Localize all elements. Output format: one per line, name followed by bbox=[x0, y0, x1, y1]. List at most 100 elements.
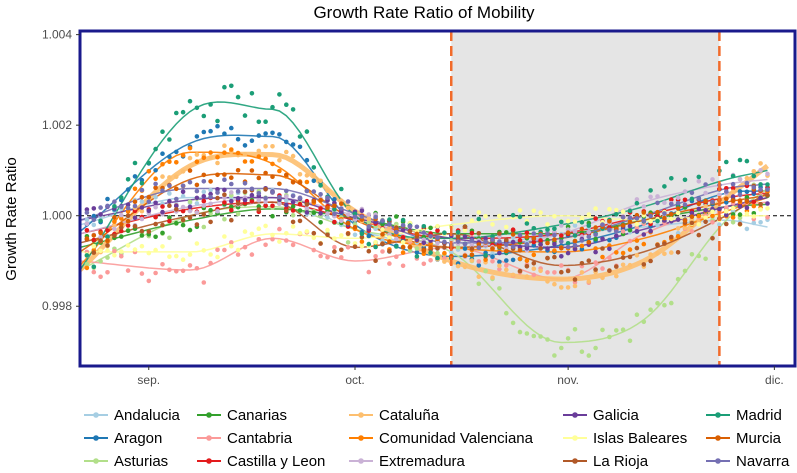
data-point-madrid bbox=[297, 134, 303, 139]
data-point-comunidad-valenciana bbox=[620, 250, 626, 256]
data-point-comunidad-valenciana bbox=[751, 203, 757, 209]
data-point-canarias bbox=[428, 225, 433, 231]
data-point-cantabria bbox=[256, 237, 262, 242]
data-point-comunidad-valenciana bbox=[675, 234, 681, 239]
x-tick-label: sep. bbox=[137, 373, 160, 387]
data-point-galicia bbox=[174, 203, 179, 209]
data-point-canarias bbox=[593, 236, 598, 242]
data-point-asturias bbox=[366, 219, 372, 225]
data-point-galicia bbox=[627, 223, 633, 229]
data-point-asturias bbox=[345, 240, 351, 245]
data-point-navarra bbox=[545, 232, 550, 237]
data-point-cataluna bbox=[180, 169, 186, 174]
data-point-islas-baleares bbox=[614, 207, 619, 213]
data-point-cantabria bbox=[607, 255, 612, 261]
data-point-extremadura bbox=[339, 218, 344, 224]
data-point-navarra bbox=[160, 188, 165, 193]
data-point-murcia bbox=[387, 239, 392, 244]
data-point-castilla-y-leon bbox=[510, 227, 516, 232]
data-point-navarra bbox=[462, 241, 468, 247]
legend-label: Aragon bbox=[114, 430, 162, 447]
data-point-navarra bbox=[572, 243, 578, 248]
data-point-murcia bbox=[352, 224, 358, 230]
legend-key-point bbox=[572, 412, 578, 418]
data-point-madrid bbox=[235, 94, 241, 100]
data-point-aragon bbox=[366, 233, 372, 239]
data-point-cantabria bbox=[180, 268, 186, 274]
legend-item-cantabria: Cantabria bbox=[197, 430, 293, 447]
data-point-cataluna bbox=[455, 263, 461, 269]
data-point-castilla-y-leon bbox=[531, 239, 537, 245]
data-point-andalucia bbox=[655, 223, 660, 228]
data-point-cantabria bbox=[504, 263, 509, 268]
data-point-islas-baleares bbox=[373, 240, 378, 245]
data-point-murcia bbox=[297, 180, 303, 185]
data-point-islas-baleares bbox=[483, 213, 488, 219]
data-point-murcia bbox=[545, 240, 550, 246]
data-point-comunidad-valenciana bbox=[125, 209, 131, 214]
data-point-andalucia bbox=[352, 232, 358, 238]
data-point-la-rioja bbox=[559, 269, 564, 275]
data-point-islas-baleares bbox=[270, 232, 275, 238]
data-point-galicia bbox=[758, 195, 763, 200]
data-point-islas-baleares bbox=[352, 241, 358, 246]
data-point-aragon bbox=[125, 187, 131, 192]
data-point-islas-baleares bbox=[531, 208, 537, 214]
data-point-cantabria bbox=[765, 215, 770, 220]
data-point-comunidad-valenciana bbox=[634, 238, 640, 243]
data-point-navarra bbox=[201, 179, 207, 184]
data-point-comunidad-valenciana bbox=[180, 152, 186, 158]
data-point-islas-baleares bbox=[724, 209, 729, 214]
data-point-aragon bbox=[153, 168, 158, 173]
data-point-islas-baleares bbox=[297, 230, 303, 236]
data-point-la-rioja bbox=[125, 213, 131, 219]
data-point-la-rioja bbox=[669, 234, 674, 240]
data-point-comunidad-valenciana bbox=[428, 241, 433, 247]
data-point-andalucia bbox=[449, 250, 454, 255]
data-point-asturias bbox=[455, 245, 461, 250]
data-point-islas-baleares bbox=[758, 207, 763, 212]
legend-key-point bbox=[206, 435, 212, 441]
data-point-galicia bbox=[572, 246, 578, 252]
data-point-cataluna bbox=[662, 251, 667, 257]
data-point-aragon bbox=[215, 123, 220, 129]
data-point-cataluna bbox=[407, 237, 413, 243]
data-point-cantabria bbox=[242, 244, 248, 250]
data-point-galicia bbox=[146, 208, 152, 214]
data-point-la-rioja bbox=[462, 224, 468, 229]
data-point-murcia bbox=[132, 199, 138, 204]
data-point-extremadura bbox=[655, 194, 660, 199]
data-point-navarra bbox=[552, 232, 557, 238]
data-point-asturias bbox=[187, 199, 193, 205]
data-point-castilla-y-leon bbox=[160, 204, 165, 209]
data-point-la-rioja bbox=[153, 221, 158, 227]
data-point-canarias bbox=[318, 220, 323, 225]
data-point-cantabria bbox=[634, 225, 640, 230]
data-point-navarra bbox=[208, 194, 213, 200]
data-point-murcia bbox=[421, 248, 427, 254]
data-point-galicia bbox=[284, 202, 289, 208]
data-point-extremadura bbox=[682, 189, 688, 194]
data-point-navarra bbox=[600, 222, 605, 227]
data-point-cataluna bbox=[545, 279, 550, 284]
data-point-extremadura bbox=[572, 229, 578, 234]
data-point-navarra bbox=[387, 222, 392, 227]
data-point-navarra bbox=[263, 195, 268, 201]
data-point-galicia bbox=[600, 236, 605, 242]
data-point-madrid bbox=[758, 182, 763, 187]
legend-item-cataluna: Cataluña bbox=[349, 407, 440, 424]
data-point-castilla-y-leon bbox=[125, 223, 131, 228]
data-point-murcia bbox=[504, 248, 509, 254]
data-point-cataluna bbox=[682, 225, 688, 231]
data-point-madrid bbox=[119, 195, 124, 200]
data-point-comunidad-valenciana bbox=[277, 168, 282, 174]
data-point-comunidad-valenciana bbox=[517, 256, 523, 262]
data-point-cantabria bbox=[394, 254, 399, 259]
data-point-asturias bbox=[565, 336, 571, 341]
data-point-navarra bbox=[710, 199, 715, 205]
legend-key-point bbox=[715, 435, 721, 441]
data-point-galicia bbox=[703, 208, 708, 213]
data-point-islas-baleares bbox=[194, 241, 200, 246]
data-point-murcia bbox=[703, 198, 708, 204]
data-point-islas-baleares bbox=[435, 223, 440, 229]
